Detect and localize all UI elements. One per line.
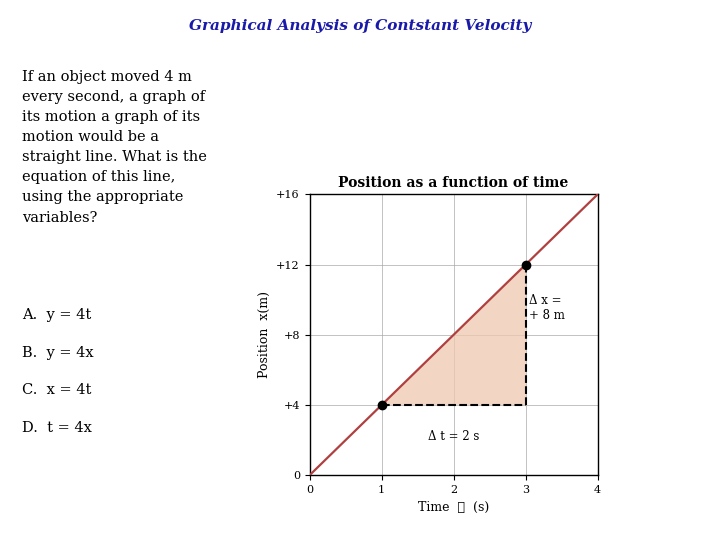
Text: A.  y = 4t: A. y = 4t: [22, 308, 91, 322]
Text: C.  x = 4t: C. x = 4t: [22, 383, 91, 397]
Text: Δ x =
+ 8 m: Δ x = + 8 m: [529, 294, 565, 322]
X-axis label: Time  ℓ  (s): Time ℓ (s): [418, 501, 489, 514]
Text: B.  y = 4x: B. y = 4x: [22, 346, 93, 360]
Text: D.  t = 4x: D. t = 4x: [22, 421, 91, 435]
Text: If an object moved 4 m
every second, a graph of
its motion a graph of its
motion: If an object moved 4 m every second, a g…: [22, 70, 207, 225]
Text: Graphical Analysis of Contstant Velocity: Graphical Analysis of Contstant Velocity: [189, 19, 531, 33]
Title: Position as a function of time: Position as a function of time: [338, 177, 569, 191]
Polygon shape: [382, 265, 526, 405]
Text: Δ t = 2 s: Δ t = 2 s: [428, 430, 480, 443]
Y-axis label: Position  x(m): Position x(m): [258, 291, 271, 379]
